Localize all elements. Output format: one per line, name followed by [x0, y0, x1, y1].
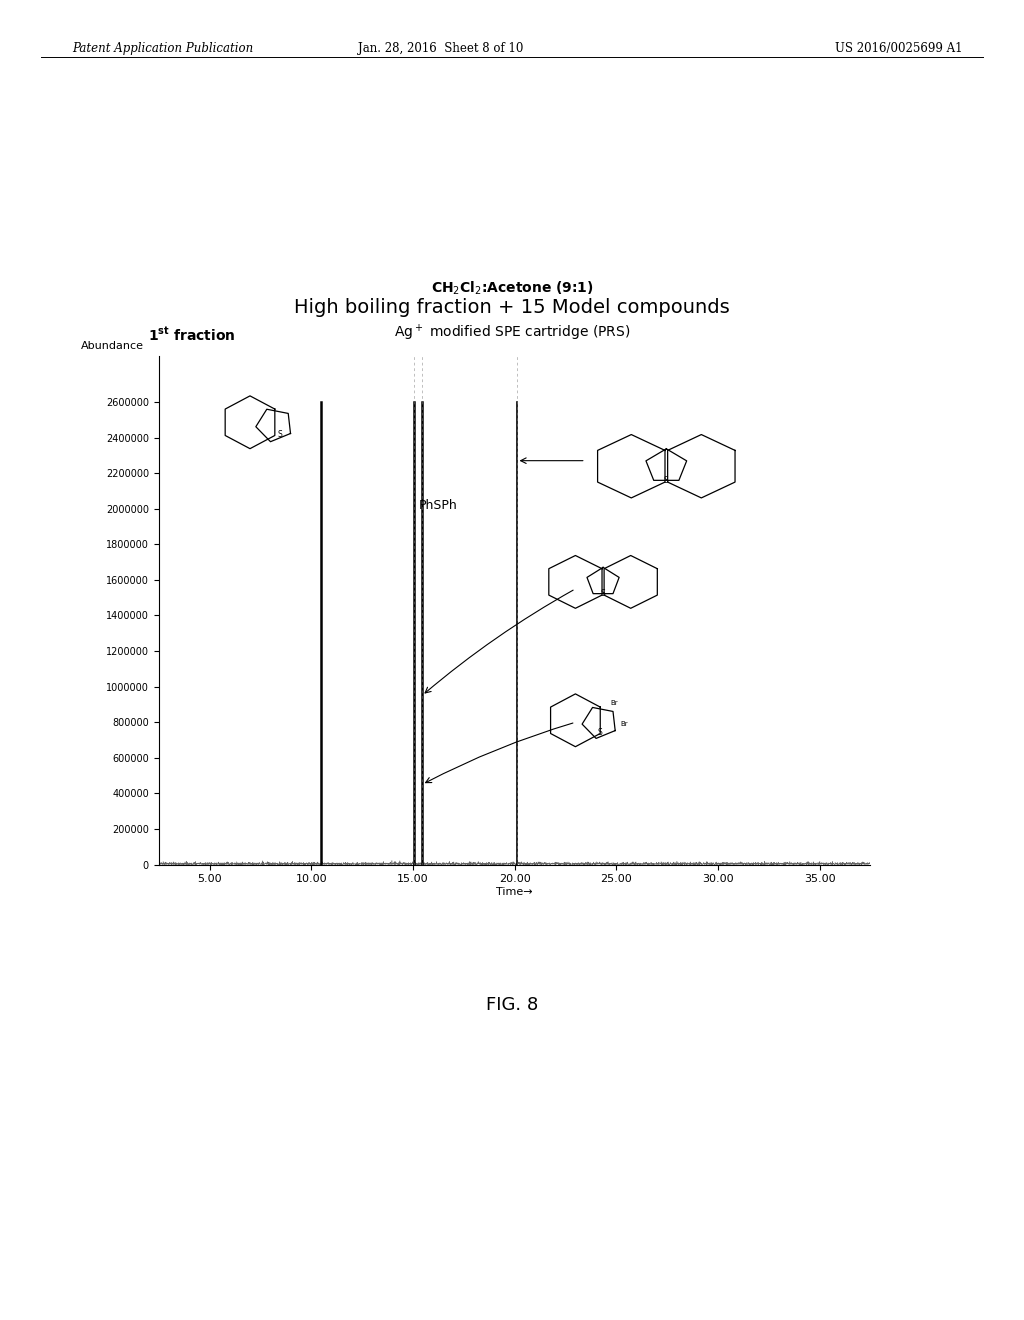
Text: Jan. 28, 2016  Sheet 8 of 10: Jan. 28, 2016 Sheet 8 of 10 — [357, 42, 523, 55]
Text: FIG. 8: FIG. 8 — [485, 995, 539, 1014]
Text: PhSPh: PhSPh — [419, 499, 458, 512]
Text: S: S — [601, 589, 605, 598]
Text: US 2016/0025699 A1: US 2016/0025699 A1 — [835, 42, 963, 55]
Text: High boiling fraction + 15 Model compounds: High boiling fraction + 15 Model compoun… — [294, 298, 730, 317]
Text: S: S — [664, 477, 669, 484]
Text: Patent Application Publication: Patent Application Publication — [72, 42, 253, 55]
Text: Br: Br — [610, 700, 617, 706]
Text: Br: Br — [621, 721, 628, 727]
X-axis label: Time→: Time→ — [497, 887, 532, 898]
Text: S: S — [278, 429, 283, 438]
Text: 1$^{\mathregular{st}}$ fraction: 1$^{\mathregular{st}}$ fraction — [148, 326, 237, 343]
Text: CH$_2$Cl$_2$:Acetone (9:1): CH$_2$Cl$_2$:Acetone (9:1) — [431, 280, 593, 297]
Text: S: S — [597, 727, 602, 737]
Text: Ag$^+$ modified SPE cartridge (PRS): Ag$^+$ modified SPE cartridge (PRS) — [394, 323, 630, 343]
Text: Abundance: Abundance — [81, 342, 143, 351]
